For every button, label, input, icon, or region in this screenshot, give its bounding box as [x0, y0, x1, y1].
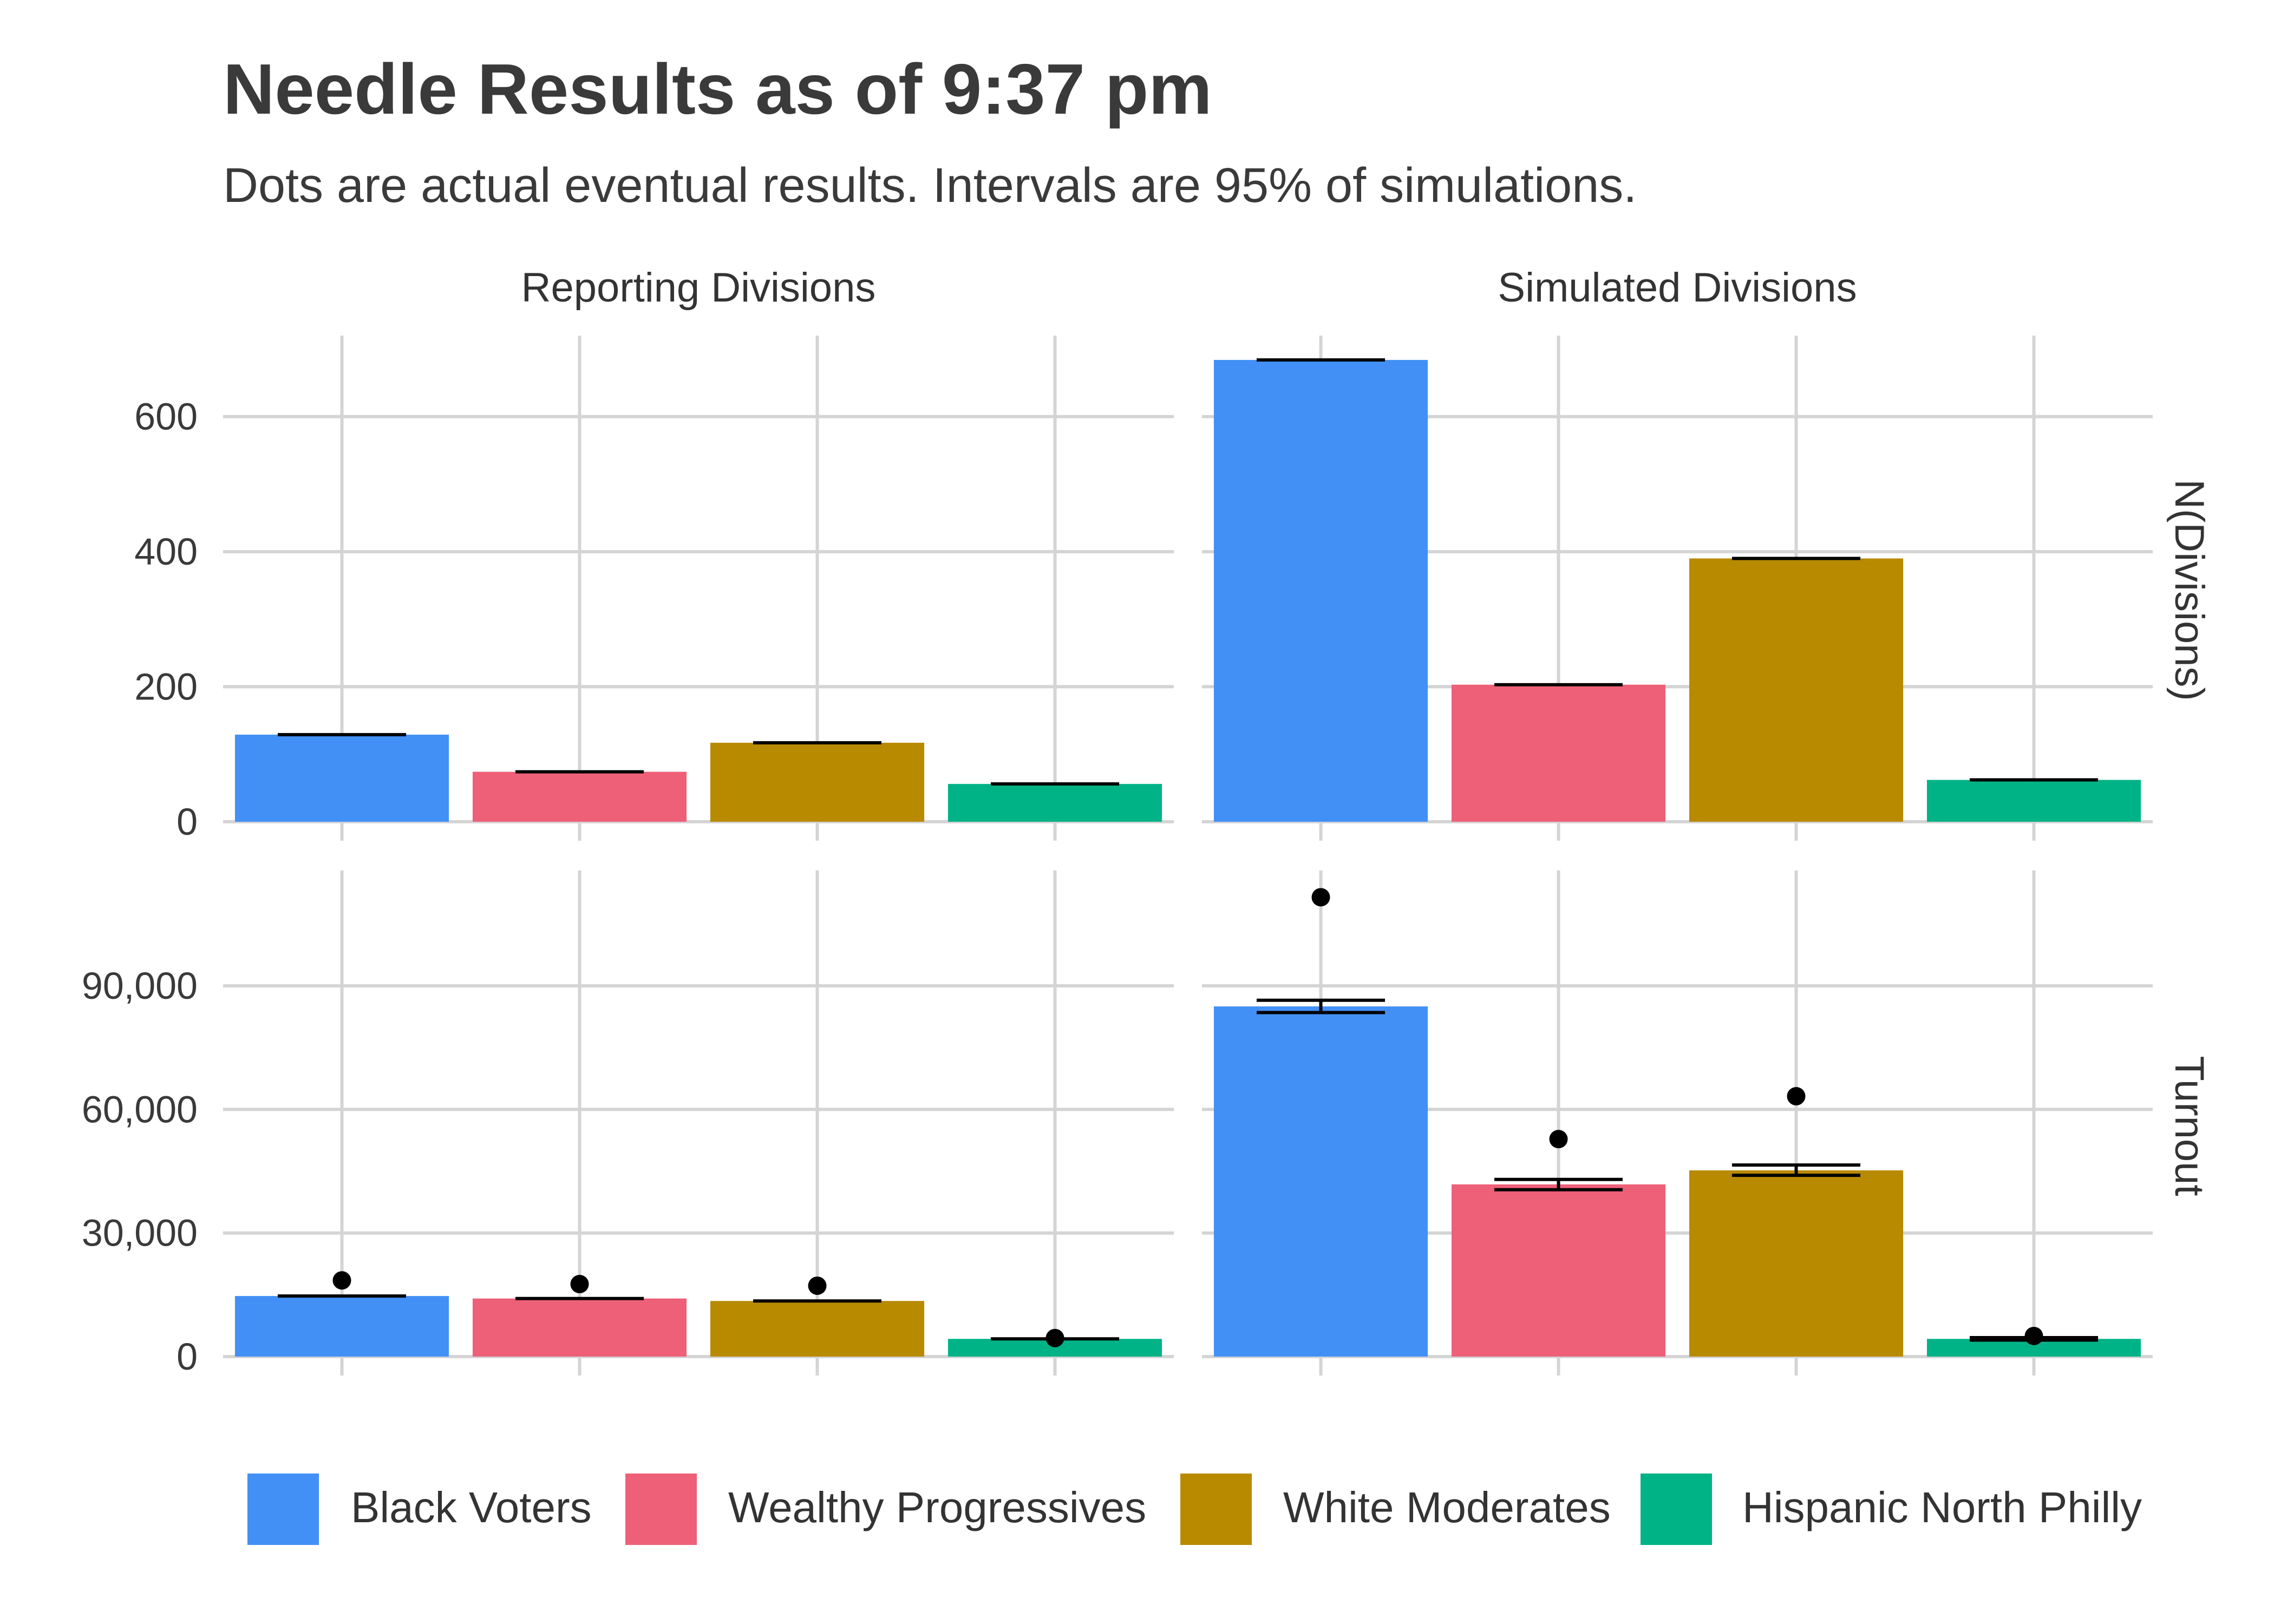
panel-0: 0 200 400 600: [134, 336, 1174, 843]
legend-label: Black Voters: [351, 1483, 592, 1531]
actual-result-dot: [1549, 1130, 1568, 1149]
legend-label: White Moderates: [1283, 1483, 1611, 1531]
bar: [1213, 1006, 1428, 1357]
bar: [1213, 359, 1428, 822]
legend-swatch: [1641, 1474, 1712, 1545]
chart-subtitle: Dots are actual eventual results. Interv…: [223, 159, 1637, 213]
bar: [1689, 558, 1904, 822]
legend-label: Hispanic North Philly: [1742, 1483, 2142, 1531]
bar: [234, 1296, 449, 1357]
y-tick-label: 60,000: [82, 1088, 198, 1130]
bar: [1689, 1170, 1904, 1357]
panel-1: [1202, 336, 2153, 841]
bar: [710, 743, 925, 822]
row-strip-n-divisions: N(Divisions): [2166, 479, 2212, 701]
legend-swatch: [1180, 1474, 1252, 1545]
bar: [1451, 684, 1666, 822]
legend-label: Wealthy Progressives: [728, 1483, 1146, 1531]
bar: [472, 771, 687, 822]
actual-result-dot: [1311, 888, 1330, 907]
actual-result-dot: [808, 1276, 827, 1295]
column-strip-simulated: Simulated Divisions: [1498, 265, 1857, 311]
y-tick-label: 0: [177, 1335, 198, 1378]
bar: [710, 1301, 925, 1357]
y-tick-label: 30,000: [82, 1212, 198, 1254]
legend-swatch: [625, 1474, 697, 1545]
panel-2: 0 30,000 60,000 90,000: [82, 870, 1174, 1378]
bar: [1451, 1184, 1666, 1357]
row-strip-turnout: Turnout: [2166, 1056, 2212, 1196]
legend-swatch: [247, 1474, 319, 1545]
y-tick-label: 90,000: [82, 965, 198, 1007]
column-strip-reporting: Reporting Divisions: [521, 265, 876, 311]
bar: [234, 735, 449, 822]
actual-result-dot: [332, 1271, 351, 1290]
facet-panels: 0 200 400 600 0 30,000 60,000 90,000: [82, 336, 2153, 1378]
panel-3: [1202, 870, 2153, 1376]
legend: Black Voters Wealthy Progressives White Mo…: [247, 1474, 2142, 1545]
bar: [1926, 780, 2141, 822]
bar: [948, 784, 1162, 822]
chart-title: Needle Results as of 9:37 pm: [223, 49, 1212, 129]
bar: [472, 1298, 687, 1357]
y-tick-label: 200: [134, 666, 198, 708]
y-tick-label: 0: [177, 801, 198, 843]
actual-result-dot: [2024, 1326, 2043, 1345]
actual-result-dot: [570, 1275, 589, 1294]
actual-result-dot: [1045, 1328, 1064, 1347]
y-tick-label: 600: [134, 396, 198, 438]
actual-result-dot: [1787, 1087, 1806, 1106]
y-tick-label: 400: [134, 531, 198, 573]
